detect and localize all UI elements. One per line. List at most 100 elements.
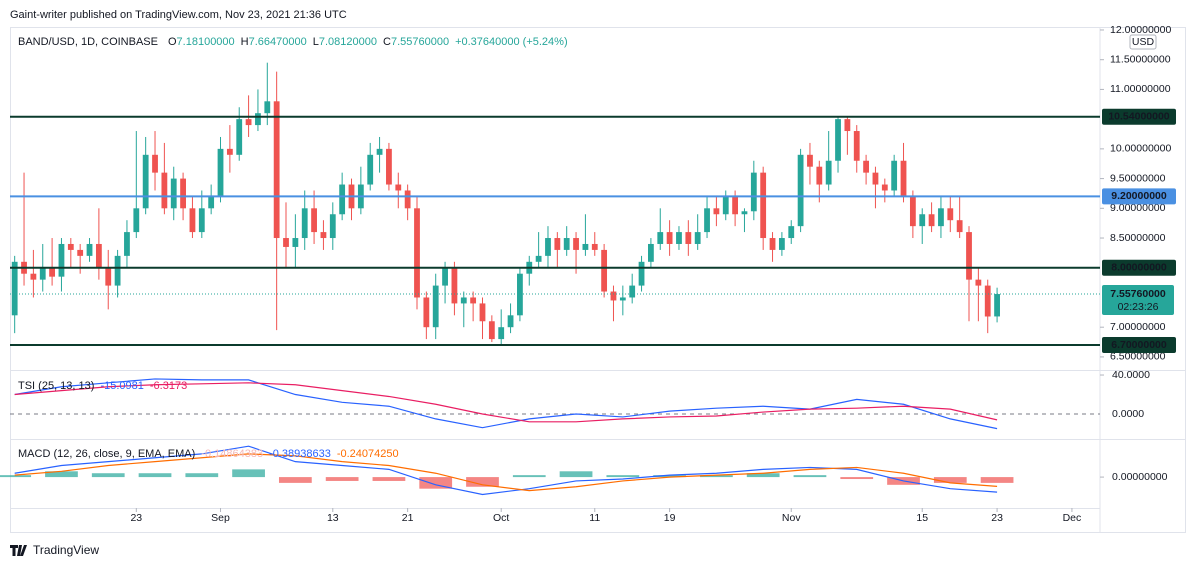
candle-body xyxy=(713,208,720,215)
histogram-bar xyxy=(980,477,1014,483)
candle-body xyxy=(67,243,74,250)
candle-body xyxy=(545,238,551,256)
histogram-bar xyxy=(700,475,733,478)
x-tick-label: Sep xyxy=(211,512,230,524)
candle-body xyxy=(900,160,907,197)
candle-body xyxy=(86,243,93,256)
candle-body xyxy=(863,160,869,173)
candle-body xyxy=(226,148,233,155)
y-tick-label: 6.50000000 xyxy=(1110,351,1166,363)
candle-body xyxy=(956,220,963,233)
candle-body xyxy=(386,148,392,185)
candle-body xyxy=(750,172,757,212)
candle-body xyxy=(919,214,926,227)
candle-body xyxy=(404,190,411,209)
candle-body xyxy=(311,208,317,233)
histogram-bar xyxy=(278,477,312,483)
ohlc-key: H xyxy=(241,36,249,48)
x-tick-label: 23 xyxy=(991,512,1003,524)
x-tick-label: 19 xyxy=(664,512,676,524)
publisher-note: Gaint-writer published on TradingView.co… xyxy=(10,9,347,21)
candle-body xyxy=(442,267,448,286)
candle-body xyxy=(760,172,767,239)
histogram-bar xyxy=(138,473,172,478)
candle-body xyxy=(797,154,804,227)
indicator-value: -0.24074250 xyxy=(337,448,399,460)
symbol: BAND/USD, 1D, COINBASE xyxy=(18,36,158,48)
last-price-box xyxy=(1102,285,1174,316)
candle-body xyxy=(198,208,205,233)
y-tick-label: 9.50000000 xyxy=(1110,172,1166,184)
histogram-bar xyxy=(606,475,640,478)
candle-body xyxy=(39,267,46,280)
histogram-bar xyxy=(91,473,125,478)
candle-body xyxy=(49,267,56,277)
level-label: 8.00000000 xyxy=(1111,262,1167,274)
tsi-line xyxy=(14,378,998,430)
candle-body xyxy=(105,267,112,286)
candle-body xyxy=(835,119,841,161)
legend: BAND/USD, 1D, COINBASE O7.18100000 H7.6647… xyxy=(18,36,568,48)
candle-body xyxy=(732,196,739,215)
candle-body xyxy=(563,238,570,250)
candle-body xyxy=(264,101,271,114)
level-label: 6.70000000 xyxy=(1111,339,1167,351)
x-tick-label: 11 xyxy=(589,512,600,524)
candle-body xyxy=(778,238,785,250)
candle-body xyxy=(853,131,860,161)
candle-body xyxy=(648,243,654,262)
candle-body xyxy=(638,261,645,286)
y-tick-label: 12.00000000 xyxy=(1110,24,1171,36)
brand-name: TradingView xyxy=(33,543,99,557)
ohlc-value: 7.55760000 xyxy=(391,36,449,48)
y-tick-label: 0.00000000 xyxy=(1112,471,1168,483)
candle-body xyxy=(517,273,523,316)
x-tick-label: 21 xyxy=(402,512,414,524)
candle-body xyxy=(507,315,514,328)
candle-body xyxy=(423,297,430,328)
candle-body xyxy=(881,184,888,191)
histogram-bar xyxy=(372,477,406,481)
candle-body xyxy=(619,297,626,301)
candle-body xyxy=(133,208,140,233)
y-tick-label: 11.50000000 xyxy=(1110,53,1171,65)
candle-body xyxy=(891,160,898,191)
countdown: 02:23:26 xyxy=(1118,301,1159,313)
indicator-value: -6.3173 xyxy=(150,380,187,392)
candle-body xyxy=(77,249,84,256)
candle-body xyxy=(11,261,18,316)
candle-body xyxy=(395,184,402,191)
candle-body xyxy=(872,172,879,185)
candle-body xyxy=(124,232,130,256)
frame xyxy=(10,27,1186,533)
y-tick-label: 40.0000 xyxy=(1112,369,1150,381)
candle-body xyxy=(142,154,149,209)
candle-body xyxy=(909,196,916,227)
candle-body xyxy=(825,160,832,185)
candle-body xyxy=(245,119,252,126)
histogram-bar xyxy=(559,471,593,478)
histogram-bar xyxy=(419,477,453,489)
histogram-bar xyxy=(840,477,874,480)
candle-body xyxy=(938,208,944,227)
y-tick-label: 11.00000000 xyxy=(1110,83,1171,95)
candle-body xyxy=(189,208,196,233)
candle-body xyxy=(451,267,458,304)
candle-body xyxy=(152,154,158,173)
level-label: 9.20000000 xyxy=(1111,190,1167,202)
candle-body xyxy=(161,172,168,209)
brand-logo: TradingView xyxy=(10,543,99,557)
candle-body xyxy=(554,238,561,250)
candle-body xyxy=(591,243,598,250)
x-tick-label: 13 xyxy=(327,512,339,524)
candle-body xyxy=(470,297,477,304)
ohlc-key: C xyxy=(383,36,391,48)
y-tick-label: 8.50000000 xyxy=(1110,232,1166,244)
candle-body xyxy=(217,148,224,197)
candle-body xyxy=(320,232,327,239)
currency-box xyxy=(1129,34,1157,50)
ohlc-key: O xyxy=(168,36,177,48)
last-price-label: 7.55760000 xyxy=(1110,288,1166,300)
candle-body xyxy=(170,178,177,209)
